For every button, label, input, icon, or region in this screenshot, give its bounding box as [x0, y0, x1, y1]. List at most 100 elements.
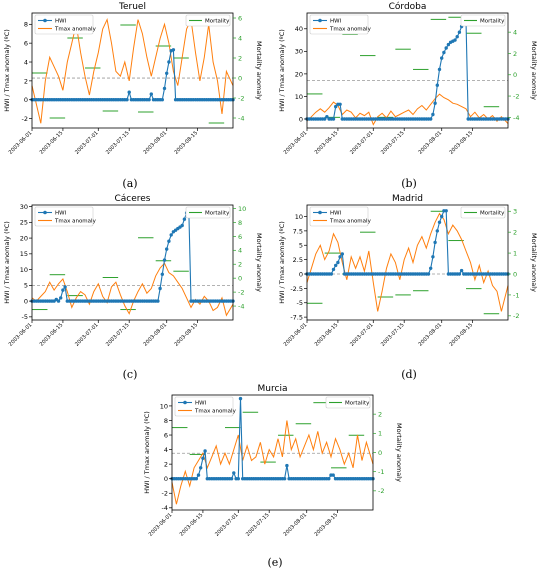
caption-e: (e) [267, 556, 283, 569]
y2-tick-label: -1 [513, 291, 519, 299]
hwi-point [426, 272, 431, 276]
x-tick-label: 2003-08-01 [418, 322, 444, 348]
legend-hwi-marker [318, 18, 322, 23]
legend-box-left [34, 206, 94, 227]
hwi-point [282, 477, 287, 481]
hwi-point [435, 229, 439, 233]
hwi-point [334, 104, 338, 109]
hwi-point [331, 267, 336, 272]
chart-title: Teruel [118, 2, 146, 12]
hwi-point [435, 83, 439, 87]
plot-frame [31, 204, 234, 321]
chart-panel-caceres: Cáceres -5 0 5 10 15 20 25 30 -4 -2 0 2 4 6 8 10 2003-06-… [0, 192, 275, 368]
legend-tmax-label: Tmax anomaly [329, 219, 372, 225]
y2-tick-label: 2 [378, 411, 382, 419]
y-tick-label: 8 [164, 417, 168, 425]
y2-tick-label: -1 [378, 468, 384, 476]
x-tick-label: 2003-06-01 [283, 130, 309, 156]
hwi-point [182, 217, 187, 221]
y-tick-label: 10 [295, 93, 303, 101]
hwi-point [440, 214, 444, 219]
legend-hwi-label: HWI [195, 401, 207, 407]
chart-title: Madrid [392, 194, 423, 204]
y-tick-label: 20 [295, 70, 303, 78]
hwi-point [457, 30, 462, 34]
y2-tick-label: -4 [513, 114, 519, 122]
x-tick-label: 2003-07-15 [105, 130, 131, 156]
hwi-point [327, 477, 331, 481]
legend-mortality-label: Mortality [205, 211, 230, 217]
y-tick-label: -2 [22, 115, 28, 123]
legend-tmax-label: Tmax anomaly [329, 27, 372, 33]
y-axis-label: HWI / Tmax anomaly (ºC) [278, 221, 286, 304]
x-tick-label: 2003-07-01 [74, 130, 100, 156]
y-tick-label: -7.5 [290, 314, 303, 322]
y2-tick-label: 4 [238, 34, 242, 42]
y-tick-label: -5 [22, 313, 28, 321]
legend-hwi-marker [318, 210, 322, 215]
legend-tmax-label: Tmax anomaly [194, 409, 237, 415]
hwi-point [167, 239, 171, 243]
y-tick-label: 10 [295, 213, 303, 221]
x-tick-label: 2003-06-15 [314, 130, 340, 156]
y-axis-label: HWI / Tmax anomaly (ºC) [3, 29, 11, 112]
y2-tick-label: 6 [238, 14, 242, 22]
y2-axis-label: Mortality anomaly [255, 41, 263, 100]
x-tick-label: 2003-06-15 [39, 130, 65, 156]
y2-tick-label: 2 [238, 54, 242, 62]
y2-tick-label: 8 [238, 219, 242, 227]
hwi-point [61, 288, 65, 292]
hwi-point [199, 466, 203, 470]
chart-madrid: Madrid -7.5 -5 -2.5 0 2.5 5 7.5 10 -2 -1 0 1 2 3 2003-0… [278, 194, 538, 348]
hwi-point [232, 471, 236, 475]
x-tick-label: 2003-06-15 [179, 512, 205, 538]
chart-caceres: Cáceres -5 0 5 10 15 20 25 30 -4 -2 0 2 4 6 8 10 2003-06-… [3, 194, 263, 348]
hwi-point [236, 477, 240, 481]
y2-tick-label: 1 [378, 430, 382, 438]
caption-a: (a) [122, 177, 138, 190]
hwi-point [171, 48, 176, 52]
x-tick-label: 2003-07-15 [105, 322, 131, 348]
y2-tick-label: 4 [513, 29, 517, 37]
x-tick-label: 2003-06-01 [148, 512, 174, 538]
legend-box-right [460, 14, 506, 27]
chart-panel-murcia: Murcia -4 -2 0 2 4 6 8 10 -2 -1 0 1 2 2003-06-01 2003-0… [140, 382, 415, 558]
y-tick-label: -5 [297, 299, 303, 307]
y-tick-label: 0 [299, 115, 303, 123]
legend-mortality-label: Mortality [205, 19, 230, 25]
legend-mortality-label: Mortality [480, 211, 505, 217]
legend-hwi-label: HWI [55, 19, 67, 25]
x-tick-label: 2003-07-15 [380, 322, 406, 348]
hwi-point [156, 299, 160, 303]
x-tick-label: 2003-08-01 [418, 130, 444, 156]
y2-tick-label: 4 [238, 247, 242, 255]
hwi-point [431, 112, 435, 117]
y-tick-label: 7.5 [293, 227, 303, 235]
y2-axis-label: Mortality anomaly [530, 233, 538, 292]
y-tick-label: 6 [164, 431, 168, 439]
hwi-point [201, 456, 205, 460]
tmax-series-line [31, 17, 234, 124]
chart-teruel: Teruel -2 0 2 4 6 8 -4 -2 0 2 4 6 2003-06-01 2003-06-1… [3, 2, 263, 156]
hwi-point [453, 38, 457, 42]
y-tick-label: 4 [164, 446, 168, 454]
x-tick-label: 2003-08-01 [143, 130, 169, 156]
y2-tick-label: -4 [238, 302, 244, 310]
hwi-point [160, 98, 164, 102]
y-tick-label: 5 [24, 282, 28, 290]
hwi-point [165, 71, 169, 76]
hwi-point [167, 60, 171, 64]
y2-tick-label: 6 [238, 233, 242, 241]
y2-tick-label: -4 [238, 114, 244, 122]
hwi-point [238, 396, 243, 401]
legend-box-right [185, 14, 231, 27]
y-tick-label: 10 [20, 266, 28, 274]
y-tick-label: 0 [299, 270, 303, 278]
y2-tick-label: -2 [513, 92, 519, 100]
hwi-point [203, 449, 207, 453]
hwi-point [56, 299, 61, 303]
hwi-point [340, 252, 344, 256]
legend-tmax-label: Tmax anomaly [54, 219, 97, 225]
hwi-point [160, 272, 164, 276]
hwi-point [338, 102, 342, 107]
